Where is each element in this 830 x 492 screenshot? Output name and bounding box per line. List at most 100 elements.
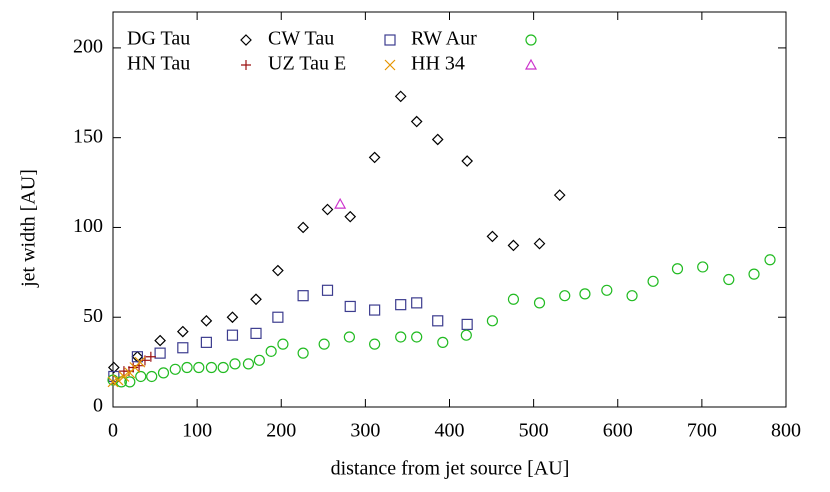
x-tick-label: 700 (687, 420, 717, 442)
point (461, 318, 473, 331)
legend-marker (524, 58, 538, 70)
point (748, 268, 760, 280)
point (250, 327, 262, 339)
point (272, 264, 284, 277)
point (460, 329, 472, 341)
point (242, 358, 255, 370)
point (533, 297, 546, 309)
point (369, 304, 381, 316)
point (343, 331, 355, 343)
point (411, 297, 423, 309)
point (601, 284, 613, 296)
point (297, 221, 309, 234)
point (533, 237, 546, 250)
point (265, 345, 277, 357)
point (169, 363, 181, 375)
x-tick-label: 600 (603, 420, 633, 442)
point (128, 362, 139, 373)
point (226, 329, 239, 341)
point (157, 367, 170, 379)
x-axis-label: distance from jet source [AU] (331, 458, 570, 480)
legend-marker (241, 60, 251, 70)
point (334, 197, 347, 209)
legend-label: UZ Tau E (268, 53, 346, 75)
legend-label: DG Tau (127, 28, 190, 50)
point (671, 263, 684, 275)
x-tick-label: 500 (519, 420, 549, 442)
point (395, 331, 407, 343)
y-tick-label: 0 (93, 395, 103, 417)
point (193, 361, 205, 374)
point (432, 315, 444, 327)
point (107, 361, 120, 374)
point (250, 293, 262, 306)
point (176, 325, 189, 338)
point (131, 351, 143, 363)
y-tick-label: 50 (83, 305, 103, 327)
point (181, 361, 193, 374)
point (154, 334, 166, 347)
point (318, 338, 330, 350)
y-tick-label: 100 (73, 215, 103, 237)
point (217, 361, 229, 374)
legend-label: RW Aur (411, 28, 477, 50)
point (507, 239, 520, 252)
legend-marker (384, 34, 396, 46)
x-tick-label: 300 (350, 420, 380, 442)
point (486, 230, 499, 243)
point (394, 90, 407, 103)
legend-label: HH 34 (411, 53, 465, 75)
point (697, 261, 709, 273)
point (321, 284, 334, 296)
point (154, 347, 166, 359)
point (461, 155, 474, 167)
point (559, 290, 571, 302)
point (277, 338, 289, 350)
point (431, 133, 444, 146)
point (135, 370, 147, 383)
point (229, 358, 241, 370)
point (344, 210, 357, 223)
point (253, 354, 265, 366)
point (145, 351, 156, 362)
y-tick-label: 200 (73, 36, 103, 58)
point (410, 115, 423, 128)
x-tick-label: 100 (182, 420, 212, 442)
point (200, 336, 212, 348)
point (134, 356, 146, 368)
point (411, 331, 423, 343)
point (118, 371, 130, 382)
point (507, 293, 520, 305)
point (200, 314, 213, 327)
point (124, 376, 136, 388)
legend-marker (384, 59, 396, 71)
point (205, 361, 218, 374)
point (321, 203, 334, 216)
x-tick-label: 400 (435, 420, 465, 442)
point (368, 151, 381, 164)
point (626, 290, 638, 302)
point (344, 300, 356, 313)
point (369, 338, 381, 350)
point (226, 311, 239, 324)
point (437, 336, 449, 348)
legend-marker (240, 34, 252, 46)
y-axis-label: jet width [AU] (18, 169, 40, 288)
x-tick-label: 200 (266, 420, 296, 442)
point (395, 299, 407, 311)
point (272, 311, 284, 323)
point (297, 290, 309, 302)
point (553, 189, 566, 201)
point (112, 374, 124, 386)
point (297, 347, 309, 359)
point (647, 275, 659, 287)
x-tick-label: 0 (108, 420, 118, 442)
legend-label: HN Tau (127, 53, 190, 75)
point (146, 370, 158, 383)
point (486, 315, 499, 327)
point (723, 273, 735, 286)
point (764, 254, 776, 266)
legend-label: CW Tau (268, 28, 334, 50)
legend-marker (525, 34, 537, 46)
